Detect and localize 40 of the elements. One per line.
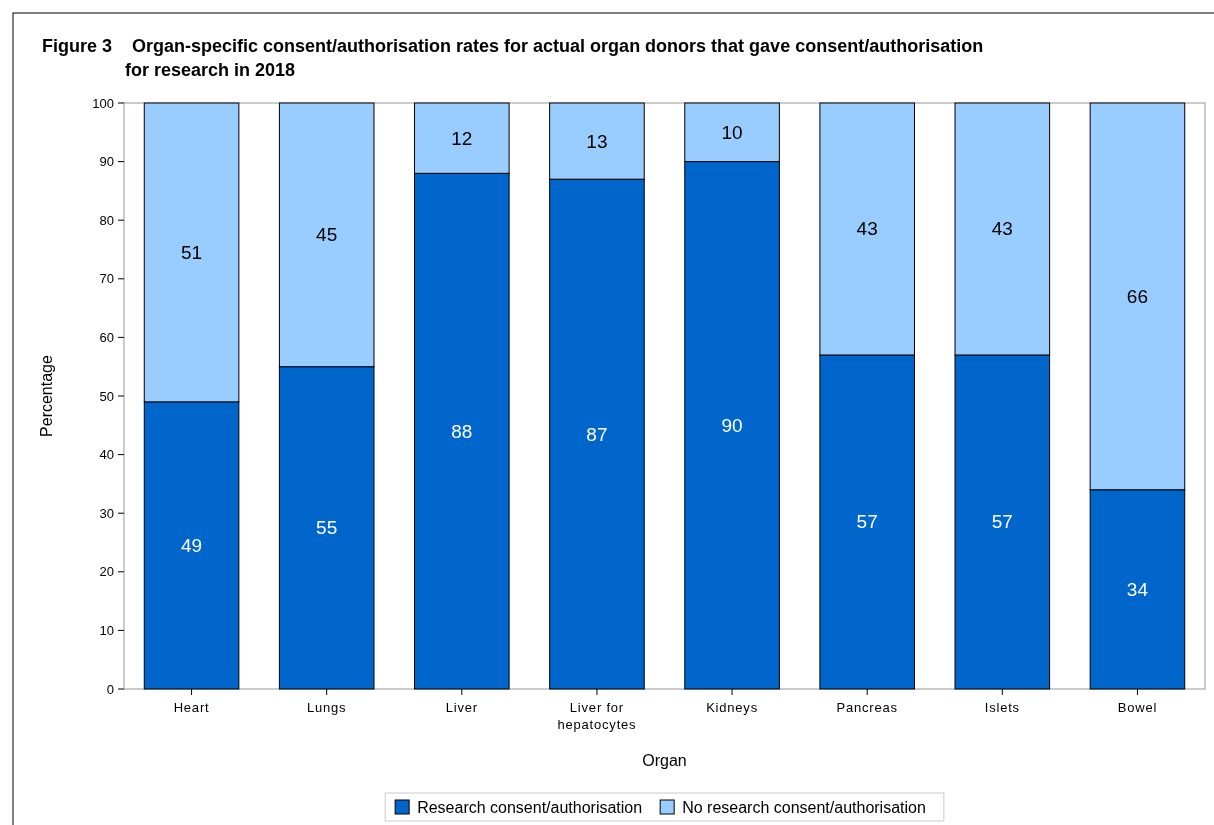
x-tick-label: Pancreas — [836, 700, 898, 715]
data-label: 10 — [721, 121, 743, 143]
data-label: 49 — [180, 534, 203, 556]
x-axis-title: Organ — [642, 752, 687, 769]
x-tick-label: Bowel — [1117, 700, 1158, 715]
x-tick-label: Liver for hepatocytes — [557, 700, 637, 732]
data-label: 90 — [721, 414, 743, 436]
x-tick-label: Islets — [984, 700, 1020, 715]
x-tick-label: Kidneys — [706, 700, 758, 715]
data-label: 43 — [856, 218, 878, 240]
data-label: 57 — [856, 511, 878, 533]
x-tick-label: Lungs — [306, 700, 347, 715]
data-label: 13 — [586, 130, 608, 152]
y-tick-label: 70 — [99, 271, 114, 287]
legend-label: No research consent/authorisation — [682, 798, 926, 816]
data-label: 45 — [316, 224, 338, 246]
y-tick-label: 50 — [99, 388, 114, 404]
data-label: 57 — [991, 511, 1013, 533]
y-axis-title: Percentage — [38, 354, 55, 437]
data-label: 87 — [586, 423, 608, 445]
y-tick-label: 10 — [99, 622, 114, 638]
y-tick-label: 30 — [99, 505, 114, 521]
data-label: 88 — [451, 420, 473, 442]
data-label: 34 — [1126, 578, 1149, 600]
chart-title: Figure 3 Organ-specific consent/authorisation rates for actual organ donors that gave consent/authorisation for research in 2018 — [42, 36, 984, 80]
y-tick-label: 80 — [99, 212, 114, 228]
data-label: 43 — [991, 218, 1013, 240]
y-tick-label: 40 — [99, 447, 114, 463]
y-tick-label: 20 — [99, 564, 114, 580]
x-tick-label: Liver — [445, 700, 478, 715]
x-tick-label: Heart — [173, 700, 210, 715]
data-label: 51 — [180, 241, 203, 263]
y-tick-label: 0 — [106, 681, 114, 697]
data-label: 12 — [451, 127, 473, 149]
data-label: 55 — [316, 517, 338, 539]
y-tick-label: 60 — [99, 329, 114, 345]
data-label: 66 — [1126, 285, 1149, 307]
legend-label: Research consent/authorisation — [417, 798, 643, 816]
y-tick-label: 90 — [99, 154, 114, 170]
y-tick-label: 100 — [92, 95, 114, 111]
